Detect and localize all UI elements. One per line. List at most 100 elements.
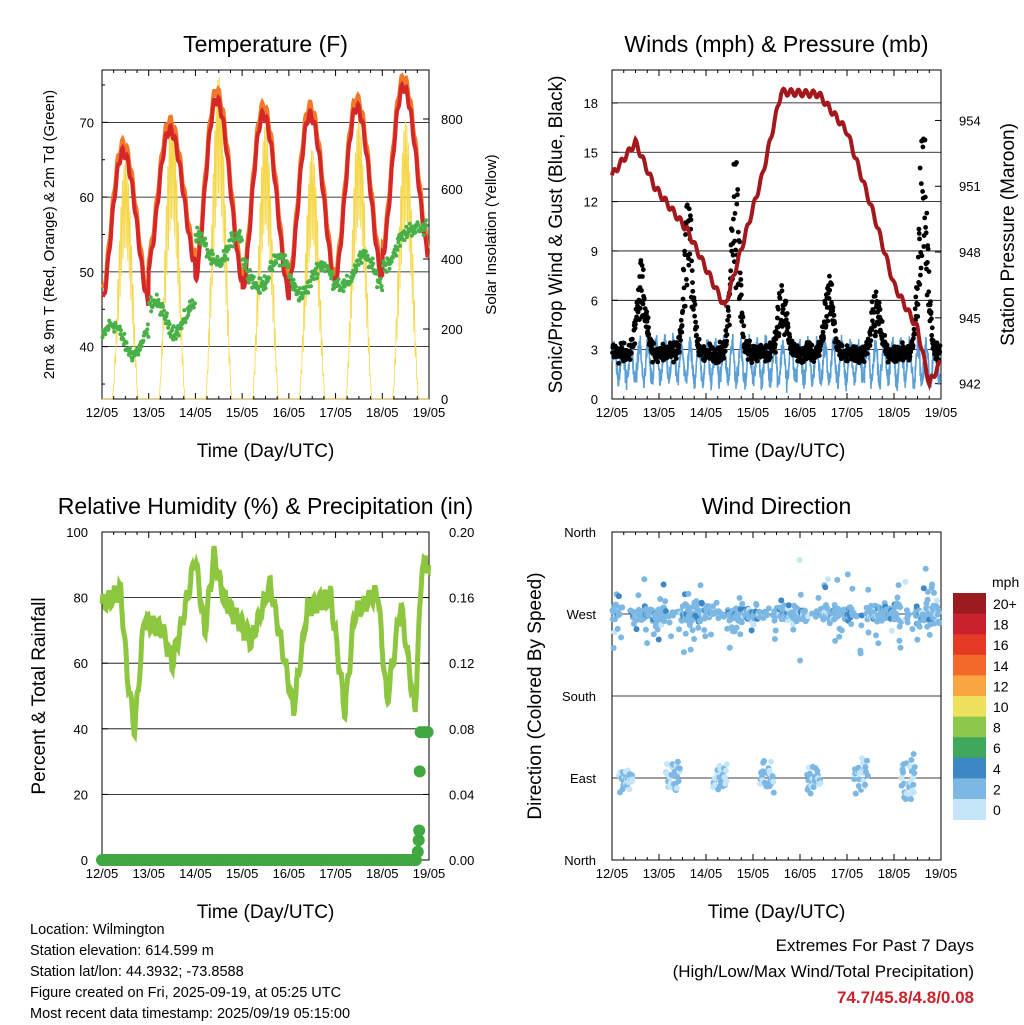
dewpoint-point — [179, 326, 184, 331]
direction-point — [662, 598, 669, 605]
y2-tick-label: 800 — [441, 112, 463, 127]
direction-point — [797, 657, 804, 664]
gust-point — [918, 181, 924, 187]
x-tick-label: 15/05 — [737, 866, 770, 881]
direction-point — [935, 609, 942, 616]
gust-point — [682, 303, 688, 309]
direction-point — [905, 611, 912, 618]
dewpoint-point — [349, 279, 354, 284]
y2-tick-label: 0.12 — [449, 656, 474, 671]
y-tick-label: North — [564, 525, 596, 540]
legend-label: 10 — [993, 699, 1009, 715]
direction-point — [817, 780, 824, 787]
dewpoint-point — [404, 224, 409, 229]
gust-point — [920, 144, 926, 150]
direction-point — [815, 594, 822, 601]
gust-point — [738, 282, 744, 288]
dewpoint-point — [203, 236, 208, 241]
precip-point — [413, 765, 426, 778]
gust-point — [678, 317, 684, 323]
x-tick-label: 17/05 — [319, 866, 352, 881]
gust-point — [655, 359, 661, 365]
legend-label: 14 — [993, 658, 1009, 674]
gust-point — [639, 288, 644, 293]
legend-swatch — [953, 696, 986, 717]
gust-point — [632, 341, 638, 346]
gust-point — [867, 332, 873, 337]
gust-point — [783, 299, 789, 304]
direction-point — [900, 769, 907, 776]
direction-point — [929, 581, 936, 588]
direction-point — [904, 619, 911, 626]
direction-point — [610, 645, 617, 651]
dewpoint-point — [171, 324, 176, 329]
dewpoint-point — [208, 257, 213, 262]
direction-point — [770, 789, 777, 796]
direction-point — [865, 629, 872, 636]
dewpoint-point — [286, 263, 291, 268]
x-tick-label: 13/05 — [132, 866, 165, 881]
gust-point — [872, 293, 878, 299]
winds-ylabel-left: Sonic/Prop Wind & Gust (Blue, Black) — [546, 76, 567, 394]
direction-point — [674, 758, 681, 765]
direction-point — [902, 578, 909, 585]
direction-point — [908, 757, 915, 763]
gust-point — [873, 333, 878, 339]
gust-point — [918, 272, 923, 278]
dewpoint-point — [359, 260, 364, 265]
humidity-xlabel: Time (Day/UTC) — [197, 902, 335, 923]
sonic-wind-line — [611, 332, 941, 393]
direction-point — [723, 767, 729, 774]
y-tick-label: 80 — [74, 591, 88, 606]
dewpoint-point — [247, 268, 252, 272]
dewpoint-point — [195, 225, 200, 230]
dewpoint-point — [260, 279, 265, 284]
direction-point — [936, 620, 943, 626]
gust-point — [907, 354, 913, 359]
x-tick-label: 18/05 — [878, 405, 911, 420]
gust-point — [776, 306, 781, 312]
y2-tick-label: 942 — [959, 377, 981, 392]
direction-point — [713, 599, 720, 606]
gust-point — [823, 301, 828, 307]
direction-point — [687, 646, 694, 653]
direction-point — [682, 630, 689, 637]
gust-point — [832, 320, 837, 326]
y-tick-label: 15 — [584, 145, 598, 160]
gust-point — [679, 329, 685, 335]
x-tick-label: 15/05 — [226, 405, 259, 420]
gust-point — [735, 229, 741, 235]
y2-tick-label: 0.20 — [449, 525, 474, 540]
direction-point — [753, 602, 760, 608]
legend-swatch — [953, 675, 986, 697]
dewpoint-point — [325, 264, 330, 269]
direction-point — [764, 612, 770, 618]
direction-point — [644, 640, 651, 647]
precip-point — [413, 824, 426, 837]
dewpoint-point — [112, 329, 117, 334]
gust-point — [640, 274, 645, 279]
gust-point — [639, 263, 645, 268]
direction-point — [797, 591, 804, 598]
gust-point — [683, 232, 688, 237]
legend-swatch — [953, 778, 986, 800]
gust-point — [651, 341, 657, 346]
direction-point — [676, 765, 683, 772]
direction-point — [895, 582, 902, 589]
dewpoint-series — [100, 218, 429, 363]
x-tick-label: 16/05 — [273, 866, 306, 881]
dewpoint-point — [315, 276, 320, 280]
y-tick-label: East — [570, 771, 596, 786]
direction-point — [924, 588, 931, 595]
direction-point — [673, 785, 680, 792]
direction-point — [806, 770, 813, 777]
speed-legend: mph 20+ 18 16 14 12 10 8 6 4 2 0 — [953, 574, 1019, 820]
dewpoint-point — [204, 241, 209, 246]
gust-point — [784, 311, 790, 316]
dewpoint-point — [277, 263, 282, 268]
direction-title: Wind Direction — [702, 493, 852, 519]
dewpoint-point — [163, 317, 168, 322]
y-tick-label: West — [567, 607, 597, 622]
gust-point — [920, 189, 925, 194]
gust-point — [772, 342, 778, 347]
